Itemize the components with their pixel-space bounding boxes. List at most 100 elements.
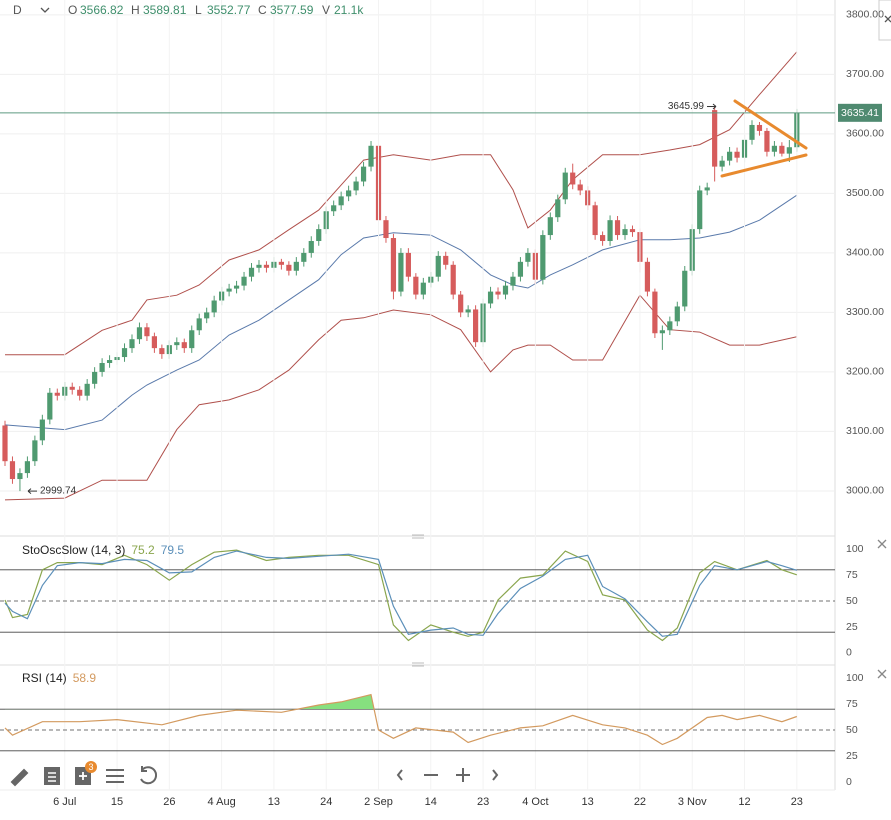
candle-body xyxy=(204,312,210,319)
candle-body xyxy=(555,199,561,218)
candle-body xyxy=(9,461,16,480)
scroll-right[interactable] xyxy=(492,769,499,781)
candle-body xyxy=(420,282,426,295)
draw-tool[interactable] xyxy=(10,768,29,787)
candle-body xyxy=(390,238,397,292)
candle-body xyxy=(644,261,651,292)
candle-body xyxy=(77,389,83,396)
candle-body xyxy=(734,151,740,158)
plot-layer: 3000.00 3100.00 3200.00 3300.00 3400.00 3500.… xyxy=(0,0,884,808)
y-tick-label: 100 xyxy=(846,672,864,684)
y-tick-label: 25 xyxy=(846,621,858,633)
candle-body xyxy=(2,425,8,462)
bollinger-middle xyxy=(4,194,798,431)
y-tick-label: 100 xyxy=(846,543,864,555)
add-indicator[interactable] xyxy=(75,767,91,785)
header-key: O xyxy=(68,3,77,17)
candle-body xyxy=(659,330,665,334)
candle-body xyxy=(607,220,613,242)
candle-body xyxy=(629,229,636,233)
candle-body xyxy=(248,267,255,277)
zoom-in[interactable] xyxy=(456,768,470,782)
header-value: 3566.82 xyxy=(80,3,124,17)
candle-body xyxy=(487,291,494,304)
price-plot xyxy=(2,51,800,501)
price-annotation: 3645.99 xyxy=(668,101,705,112)
candle-body xyxy=(47,392,53,420)
x-tick-label: 4 Oct xyxy=(522,796,548,808)
candle-body xyxy=(181,342,187,349)
candle-body xyxy=(331,205,337,212)
candle-body xyxy=(39,419,45,441)
candle-body xyxy=(749,124,755,140)
candle-body xyxy=(562,172,568,200)
candle-body xyxy=(159,348,165,355)
top-right-button[interactable] xyxy=(878,0,891,41)
x-tick-label: 24 xyxy=(320,796,332,808)
x-tick-label: 4 Aug xyxy=(208,796,236,808)
candle-body xyxy=(779,145,785,154)
trend-lines[interactable] xyxy=(720,99,808,178)
candle-body xyxy=(99,362,105,372)
indicator-line xyxy=(4,549,797,642)
bollinger-lower xyxy=(4,294,797,501)
candle-body xyxy=(129,339,135,349)
annotation-arrowhead xyxy=(712,103,717,110)
x-tick-label: 23 xyxy=(477,796,489,808)
x-tick-label: 26 xyxy=(163,796,175,808)
reset[interactable] xyxy=(140,766,158,785)
candle-body xyxy=(712,110,718,167)
candle-body xyxy=(196,318,202,331)
candle-body xyxy=(547,217,553,236)
candle-body xyxy=(17,473,23,480)
indicator-line xyxy=(4,550,797,637)
candle-body xyxy=(136,327,143,340)
badge-count: 3 xyxy=(88,762,93,772)
y-tick-label: 3000.00 xyxy=(846,485,884,497)
y-tick-label: 75 xyxy=(846,569,858,581)
candle-body xyxy=(756,124,763,131)
header-value: 21.1k xyxy=(334,3,364,17)
settings[interactable] xyxy=(106,769,124,783)
candle-body xyxy=(577,184,583,191)
candle-body xyxy=(383,220,389,239)
candle-body xyxy=(54,392,60,396)
header-key: L xyxy=(195,3,202,17)
y-tick-label: 3800.00 xyxy=(846,9,884,21)
candle-body xyxy=(667,321,673,331)
candle-body xyxy=(301,252,307,262)
y-tick-label: 3100.00 xyxy=(846,425,884,437)
interval-dropdown[interactable] xyxy=(40,7,50,13)
candle-body xyxy=(674,306,680,322)
close-panel-button[interactable] xyxy=(877,539,887,549)
y-tick-label: 75 xyxy=(846,698,858,710)
candle-body xyxy=(726,151,733,161)
header-value: 3589.81 xyxy=(143,3,187,17)
candle-body xyxy=(450,264,456,295)
candle-body xyxy=(764,130,770,152)
candle-body xyxy=(211,300,217,313)
candle-body xyxy=(338,196,344,206)
y-tick-label: 3500.00 xyxy=(846,187,884,199)
candle-body xyxy=(368,145,374,167)
candle-body xyxy=(353,181,359,191)
panel-grip[interactable] xyxy=(412,534,424,539)
overbought-fill xyxy=(297,694,375,710)
candle-body xyxy=(600,235,606,242)
candle-body xyxy=(540,235,546,280)
candle-body xyxy=(256,264,262,268)
badge xyxy=(85,761,97,773)
close-panel-button[interactable] xyxy=(877,669,887,679)
x-tick-label: 14 xyxy=(425,796,437,808)
panel-grip[interactable] xyxy=(412,662,424,667)
candle-body xyxy=(517,261,524,277)
candle-body xyxy=(293,261,299,271)
object-list[interactable] xyxy=(44,767,60,785)
candle-body xyxy=(286,264,292,271)
legend-value: 75.2 xyxy=(131,543,155,557)
candle-body xyxy=(106,360,113,363)
scroll-left[interactable] xyxy=(396,769,403,781)
y-tick-label: 3400.00 xyxy=(846,247,884,259)
candle-body xyxy=(570,172,576,185)
